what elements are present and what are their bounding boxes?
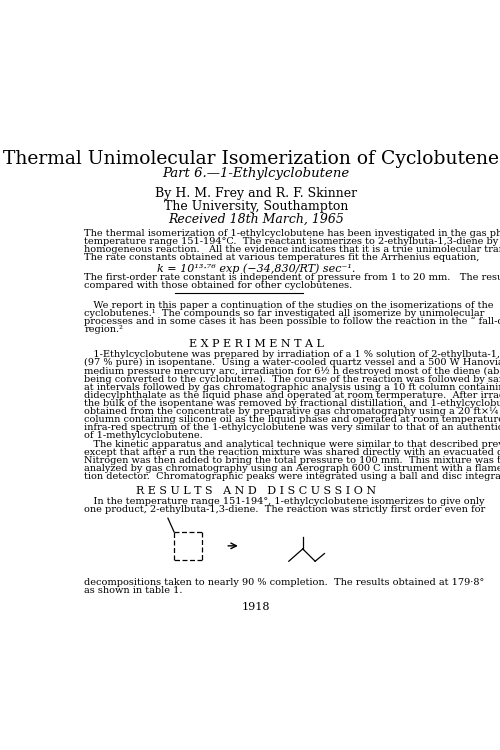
Text: at intervals followed by gas chromatographic analysis using a 10 ft column conta: at intervals followed by gas chromatogra… xyxy=(84,382,500,392)
Text: The University, Southampton: The University, Southampton xyxy=(164,200,348,213)
Text: decompositions taken to nearly 90 % completion.  The results obtained at 179·8°: decompositions taken to nearly 90 % comp… xyxy=(84,578,484,587)
Text: In the temperature range 151-194°, 1-ethylcyclobutene isomerizes to give only: In the temperature range 151-194°, 1-eth… xyxy=(84,497,484,506)
Text: compared with those obtained for other cyclobutenes.: compared with those obtained for other c… xyxy=(84,281,352,290)
Text: 1-Ethylcyclobutene was prepared by irradiation of a 1 % solution of 2-ethylbuta-: 1-Ethylcyclobutene was prepared by irrad… xyxy=(84,350,500,359)
Text: We report in this paper a continuation of the studies on the isomerizations of t: We report in this paper a continuation o… xyxy=(84,301,494,310)
Text: The kinetic apparatus and analytical technique were similar to that described pr: The kinetic apparatus and analytical tec… xyxy=(84,440,500,449)
Text: one product, 2-ethylbuta-1,3-diene.  The reaction was strictly first order even : one product, 2-ethylbuta-1,3-diene. The … xyxy=(84,506,485,515)
Text: k = 10¹³·⁷⁶ exp (−34,830/RT) sec⁻¹.: k = 10¹³·⁷⁶ exp (−34,830/RT) sec⁻¹. xyxy=(157,263,356,274)
Text: medium pressure mercury arc, irradiation for 6½ h destroyed most of the diene (a: medium pressure mercury arc, irradiation… xyxy=(84,367,500,376)
Text: region.²: region.² xyxy=(84,326,123,334)
Text: being converted to the cyclobutene).  The course of the reaction was followed by: being converted to the cyclobutene). The… xyxy=(84,374,500,384)
Text: E X P E R I M E N T A L: E X P E R I M E N T A L xyxy=(189,339,324,349)
Text: processes and in some cases it has been possible to follow the reaction in the “: processes and in some cases it has been … xyxy=(84,317,500,326)
Text: Thermal Unimolecular Isomerization of Cyclobutenes: Thermal Unimolecular Isomerization of Cy… xyxy=(4,150,500,168)
Text: The thermal isomerization of 1-ethylcyclobutene has been investigated in the gas: The thermal isomerization of 1-ethylcycl… xyxy=(84,229,500,238)
Text: temperature range 151-194°C.  The reactant isomerizes to 2-ethylbuta-1,3-diene b: temperature range 151-194°C. The reactan… xyxy=(84,237,500,246)
Text: tion detector.  Chromatographic peaks were integrated using a ball and disc inte: tion detector. Chromatographic peaks wer… xyxy=(84,472,500,482)
Text: By H. M. Frey and R. F. Skinner: By H. M. Frey and R. F. Skinner xyxy=(155,187,358,200)
Text: except that after a run the reaction mixture was shared directly with an evacuat: except that after a run the reaction mix… xyxy=(84,448,500,457)
Text: Nitrogen was then added to bring the total pressure to 100 mm.  This mixture was: Nitrogen was then added to bring the tot… xyxy=(84,456,500,465)
Text: of 1-methylcyclobutene.: of 1-methylcyclobutene. xyxy=(84,431,203,440)
Text: The first-order rate constant is independent of pressure from 1 to 20 mm.   The : The first-order rate constant is indepen… xyxy=(84,273,500,282)
Text: 1918: 1918 xyxy=(242,602,270,612)
Text: infra-red spectrum of the 1-ethylcyclobutene was very similar to that of an auth: infra-red spectrum of the 1-ethylcyclobu… xyxy=(84,423,500,432)
Text: Part 6.—1-Ethylcyclobutene: Part 6.—1-Ethylcyclobutene xyxy=(162,167,350,180)
Text: the bulk of the isopentane was removed by fractional distillation, and 1-ethylcy: the bulk of the isopentane was removed b… xyxy=(84,399,500,408)
Text: column containing silicone oil as the liquid phase and operated at room temperat: column containing silicone oil as the li… xyxy=(84,415,500,424)
Text: obtained from the concentrate by preparative gas chromatography using a 20 ft×¼ : obtained from the concentrate by prepara… xyxy=(84,406,500,416)
Text: (97 % pure) in isopentane.  Using a water-cooled quartz vessel and a 500 W Hanov: (97 % pure) in isopentane. Using a water… xyxy=(84,358,500,368)
Text: The rate constants obtained at various temperatures fit the Arrhenius equation,: The rate constants obtained at various t… xyxy=(84,253,479,262)
Text: analyzed by gas chromatography using an Aerograph 600 C instrument with a flame : analyzed by gas chromatography using an … xyxy=(84,464,500,473)
Text: Received 18th March, 1965: Received 18th March, 1965 xyxy=(168,212,344,226)
Text: R E S U L T S   A N D   D I S C U S S I O N: R E S U L T S A N D D I S C U S S I O N xyxy=(136,486,376,496)
Text: as shown in table 1.: as shown in table 1. xyxy=(84,586,182,596)
Text: cyclobutenes.¹  The compounds so far investigated all isomerize by unimolecular: cyclobutenes.¹ The compounds so far inve… xyxy=(84,309,484,318)
Text: homogeneous reaction.   All the evidence indicates that it is a true unimolecula: homogeneous reaction. All the evidence i… xyxy=(84,244,500,254)
Text: didecylphthalate as the liquid phase and operated at room termperature.  After i: didecylphthalate as the liquid phase and… xyxy=(84,391,500,400)
